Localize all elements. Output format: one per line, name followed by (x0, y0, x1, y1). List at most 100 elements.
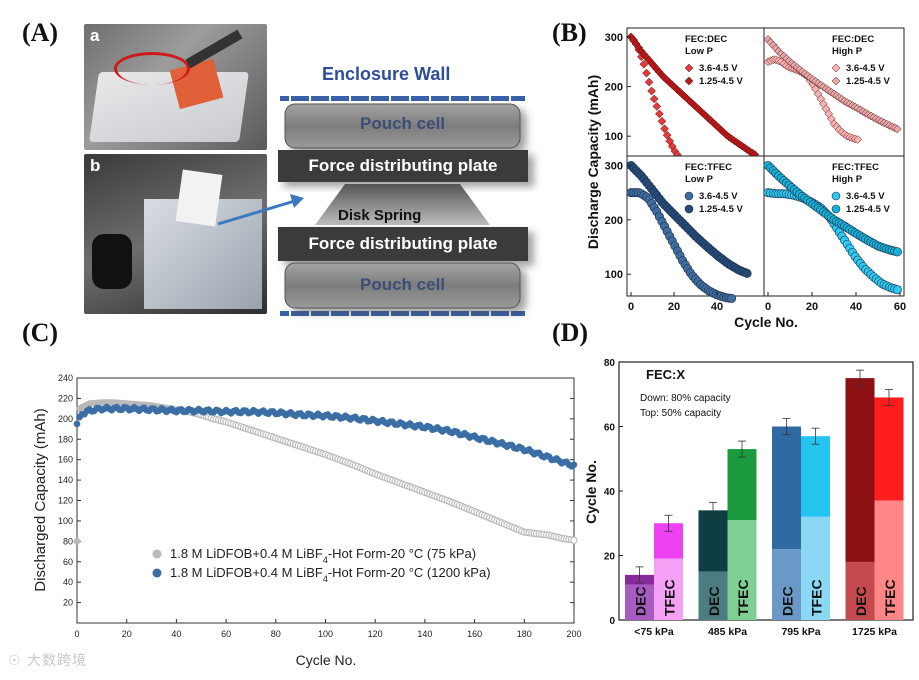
chart-b-legend-label: 1.25-4.5 V (846, 204, 890, 215)
chart-d-ytick-label: 80 (604, 358, 616, 369)
chart-d-title: FEC:X (646, 367, 685, 382)
chart-b-point (639, 59, 649, 69)
chart-b-subplot-subtitle: Low P (685, 46, 714, 57)
chart-c-point (73, 537, 81, 545)
enclosure-wall-top (280, 96, 525, 101)
chart-b-subplot-title: FEC:TFEC (685, 162, 732, 173)
chart-d-bar-label: DEC (633, 586, 649, 616)
chart-b-legend-marker (831, 63, 841, 73)
chart-b-point (892, 247, 902, 257)
chart-b-xtick-label: 0 (628, 301, 634, 313)
chart-d-bar-down (772, 549, 801, 620)
chart-b-point (657, 116, 667, 126)
chart-b-legend-marker (684, 63, 694, 73)
chart-c-point (570, 536, 578, 544)
chart-d-legend-down: Down: 80% capacity (640, 393, 731, 404)
chart-c-ytick-label: 200 (58, 414, 73, 424)
chart-d-bar-top (698, 510, 728, 572)
chart-b-xtick-label: 20 (668, 301, 680, 313)
chart-d-bar-top (874, 397, 904, 501)
chart-b-point (892, 285, 902, 295)
chart-d-category-label: 1725 kPa (852, 626, 897, 638)
chart-b-legend-label: 3.6-4.5 V (699, 63, 738, 74)
enclosure-wall-label: Enclosure Wall (322, 64, 451, 84)
chart-b-point (642, 68, 651, 78)
chart-d-bar-label: TFEC (735, 579, 751, 616)
chart-c-ytick-label: 100 (58, 516, 73, 526)
chart-c-xtick-label: 20 (122, 629, 132, 639)
chart-b-point (652, 102, 662, 111)
chart-b-point (660, 124, 669, 134)
pouch-cell-bottom (284, 262, 521, 309)
chart-c-ytick-label: 180 (58, 434, 73, 444)
chart-c-xtick-label: 100 (318, 629, 333, 639)
chart-c-series-2 (73, 403, 578, 470)
chart-b-legend-marker (831, 204, 841, 214)
chart-b-xtick-label: 40 (850, 301, 862, 313)
chart-b-subplot-title: FEC:DEC (832, 34, 874, 45)
chart-d-ylabel: Cycle No. (583, 460, 599, 524)
chart-d-bar-top (772, 426, 801, 550)
chart-b-subplot-title: FEC:DEC (685, 34, 727, 45)
pouch-cell-top (284, 103, 521, 149)
chart-b-point (655, 109, 664, 119)
chart-d-ytick-label: 0 (609, 616, 615, 627)
black-connector (92, 234, 132, 289)
chart-c-xtick-label: 80 (271, 629, 281, 639)
chart-b-ytick-label: 200 (605, 82, 623, 94)
panel-label-c: (C) (22, 318, 59, 347)
chart-b-legend-label: 1.25-4.5 V (699, 76, 743, 87)
chart-b-point (727, 293, 737, 303)
chart-b-subplot-subtitle: High P (832, 174, 863, 185)
chart-b-subplot-subtitle: Low P (685, 174, 714, 185)
chart-b-xtick-label: 0 (765, 301, 771, 313)
pointer-arrow (217, 198, 299, 226)
chart-b-point (649, 94, 659, 104)
chart-c-ytick-label: 160 (58, 455, 73, 465)
chart-d-bar-top (801, 436, 830, 517)
chart-d-bar-down (654, 558, 683, 620)
chart-b-xtick-label: 20 (806, 301, 818, 313)
chart-c-ytick-label: 220 (58, 393, 73, 403)
chart-c-xtick-label: 160 (467, 629, 482, 639)
disk-spring-label: Disk Spring (338, 207, 422, 224)
pointer-arrowhead (290, 194, 304, 208)
plate-top (278, 150, 528, 182)
chart-b-legend-marker (831, 191, 841, 201)
panel-label-b: (B) (552, 18, 587, 47)
chart-b-subplot-subtitle: High P (832, 46, 863, 57)
chart-d-bar-down (727, 520, 757, 620)
chart-b-point (853, 135, 863, 144)
chart-c-xtick-label: 140 (417, 629, 432, 639)
chart-b-point (644, 77, 654, 87)
watermark: ☉ 大数跨境 (8, 650, 87, 670)
chart-d-bar-label: TFEC (662, 579, 678, 616)
chart-b-point (647, 86, 656, 96)
chart-c-ytick-label: 60 (63, 557, 73, 567)
chart-d-bar-down (698, 571, 728, 620)
plate-top-label: Force distributing plate (308, 156, 498, 175)
chart-b-legend-marker (684, 204, 694, 214)
chart-b-ytick-label: 100 (605, 269, 623, 281)
watermark-text: 大数跨境 (27, 653, 88, 669)
chart-b-ytick-label: 300 (605, 32, 623, 44)
chart-c-legend-marker (152, 568, 162, 578)
chart-c-ytick-label: 140 (58, 475, 73, 485)
chart-c-ytick-label: 40 (63, 577, 73, 587)
chart-c-series-1 (73, 399, 578, 545)
chart-c-xtick-label: 40 (171, 629, 181, 639)
device-photo-a: a (84, 24, 267, 150)
chart-d-bar-label: DEC (780, 586, 796, 616)
chart-b-ytick-label: 300 (605, 160, 623, 172)
chart-c-xtick-label: 120 (368, 629, 383, 639)
chart-b-legend-label: 1.25-4.5 V (846, 76, 890, 87)
chart-d-bar-label: TFEC (882, 579, 898, 616)
chart-c-ylabel: Discharged Capacity (mAh) (32, 408, 49, 591)
chart-b-point (742, 268, 752, 278)
chart-d-bar-label: TFEC (809, 579, 825, 616)
chart-b-legend-marker (684, 191, 694, 201)
pouch-cell-bottom-label: Pouch cell (359, 275, 446, 294)
